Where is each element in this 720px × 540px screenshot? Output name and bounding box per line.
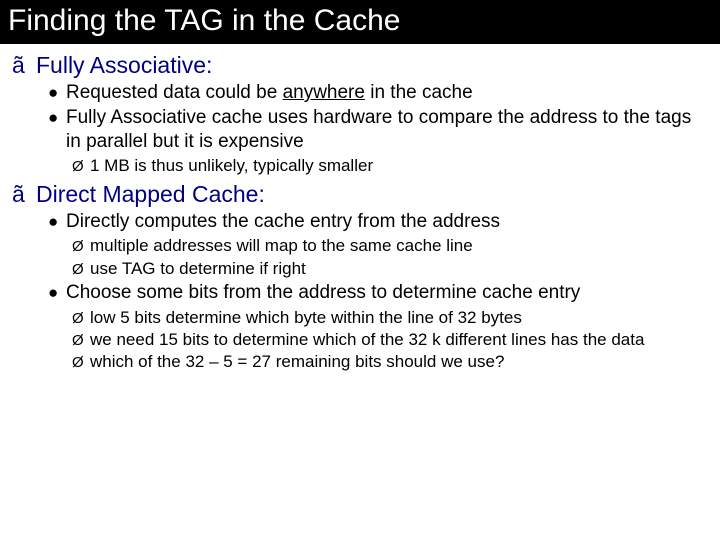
item-text: Fully Associative cache uses hardware to… xyxy=(66,106,708,154)
list-item: Ø use TAG to determine if right xyxy=(72,258,708,279)
item-text: 1 MB is thus unlikely, typically smaller xyxy=(90,155,373,176)
bullet-l2-icon: ● xyxy=(48,108,66,128)
list-item: ● Directly computes the cache entry from… xyxy=(48,210,708,234)
slide-title: Finding the TAG in the Cache xyxy=(8,4,712,38)
chevron-right-icon: Ø xyxy=(72,158,90,175)
slide-content: ã Fully Associative: ● Requested data co… xyxy=(0,44,720,372)
list-item: ● Choose some bits from the address to d… xyxy=(48,281,708,305)
bullet-l2-icon: ● xyxy=(48,283,66,303)
list-item: Ø which of the 32 – 5 = 27 remaining bit… xyxy=(72,351,708,372)
list-item: Ø multiple addresses will map to the sam… xyxy=(72,235,708,256)
title-bar: Finding the TAG in the Cache xyxy=(0,0,720,44)
chevron-right-icon: Ø xyxy=(72,332,90,349)
sub-items: Ø 1 MB is thus unlikely, typically small… xyxy=(72,155,708,176)
list-item: Ø 1 MB is thus unlikely, typically small… xyxy=(72,155,708,176)
list-item: Ø we need 15 bits to determine which of … xyxy=(72,329,708,350)
chevron-right-icon: Ø xyxy=(72,261,90,278)
item-text: Requested data could be anywhere in the … xyxy=(66,81,473,105)
bullet-l2-icon: ● xyxy=(48,212,66,232)
section-heading: ã Direct Mapped Cache: xyxy=(12,181,708,208)
item-text: multiple addresses will map to the same … xyxy=(90,235,473,256)
bullet-l1-icon: ã xyxy=(12,181,36,208)
bullet-l2-icon: ● xyxy=(48,83,66,103)
text-underline: anywhere xyxy=(283,82,365,103)
item-text: we need 15 bits to determine which of th… xyxy=(90,329,644,350)
text-post: in the cache xyxy=(365,82,473,103)
item-text: use TAG to determine if right xyxy=(90,258,306,279)
item-text: which of the 32 – 5 = 27 remaining bits … xyxy=(90,351,504,372)
item-text: Directly computes the cache entry from t… xyxy=(66,210,500,234)
bullet-l1-icon: ã xyxy=(12,52,36,79)
section2-items: ● Directly computes the cache entry from… xyxy=(48,210,708,373)
section1-title: Fully Associative: xyxy=(36,52,212,79)
section1-items: ● Requested data could be anywhere in th… xyxy=(48,81,708,177)
chevron-right-icon: Ø xyxy=(72,238,90,255)
sub-items: Ø low 5 bits determine which byte within… xyxy=(72,307,708,373)
sub-items: Ø multiple addresses will map to the sam… xyxy=(72,235,708,279)
chevron-right-icon: Ø xyxy=(72,310,90,327)
list-item: ● Requested data could be anywhere in th… xyxy=(48,81,708,105)
item-text: Choose some bits from the address to det… xyxy=(66,281,580,305)
section-heading: ã Fully Associative: xyxy=(12,52,708,79)
text-pre: Requested data could be xyxy=(66,82,283,103)
list-item: ● Fully Associative cache uses hardware … xyxy=(48,106,708,154)
section2-title: Direct Mapped Cache: xyxy=(36,181,265,208)
item-text: low 5 bits determine which byte within t… xyxy=(90,307,522,328)
chevron-right-icon: Ø xyxy=(72,354,90,371)
list-item: Ø low 5 bits determine which byte within… xyxy=(72,307,708,328)
